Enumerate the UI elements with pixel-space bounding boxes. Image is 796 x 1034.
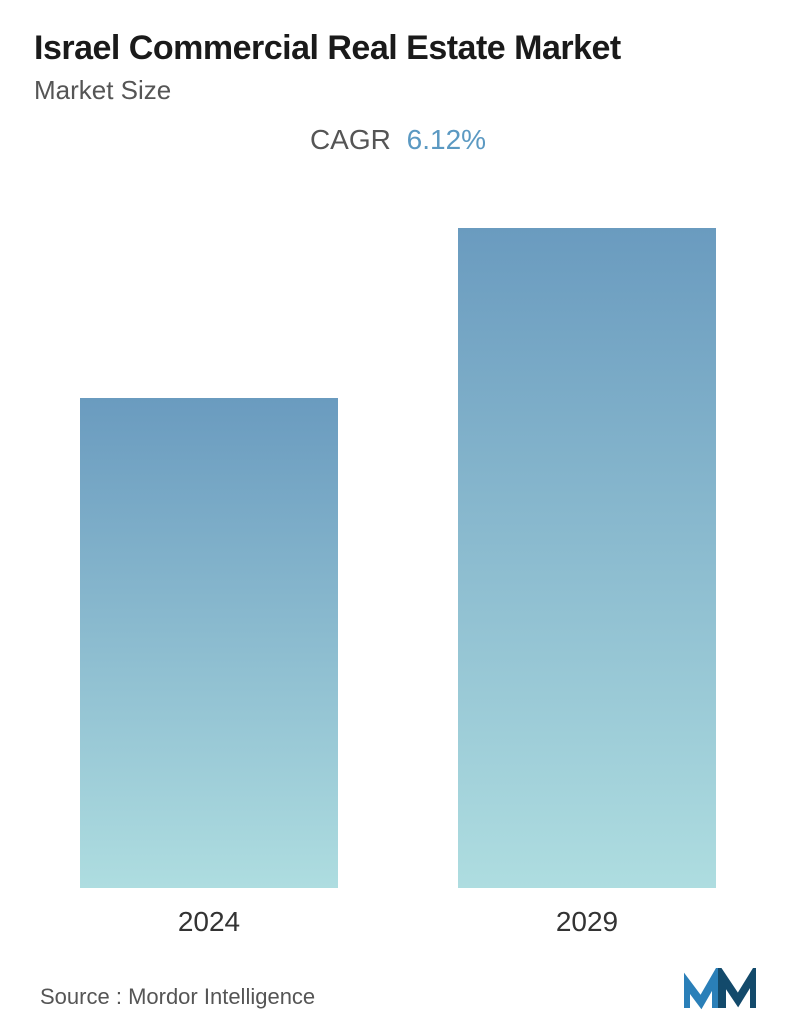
chart-area: 2024 2029 [34,156,762,938]
source-label: Source : [40,984,122,1009]
chart-container: Israel Commercial Real Estate Market Mar… [0,0,796,1034]
bar-label-0: 2024 [178,906,240,938]
source-text: Source : Mordor Intelligence [40,984,315,1010]
bar-0 [80,398,338,888]
brand-logo-icon [684,968,756,1010]
cagr-value: 6.12% [407,124,486,155]
bar-group-1: 2029 [458,228,716,938]
cagr-row: CAGR 6.12% [34,124,762,156]
bar-group-0: 2024 [80,398,338,938]
cagr-label: CAGR [310,124,391,155]
footer: Source : Mordor Intelligence [34,938,762,1034]
source-name: Mordor Intelligence [128,984,315,1009]
chart-subtitle: Market Size [34,75,762,106]
bar-1 [458,228,716,888]
chart-title: Israel Commercial Real Estate Market [34,28,762,69]
bar-label-1: 2029 [556,906,618,938]
